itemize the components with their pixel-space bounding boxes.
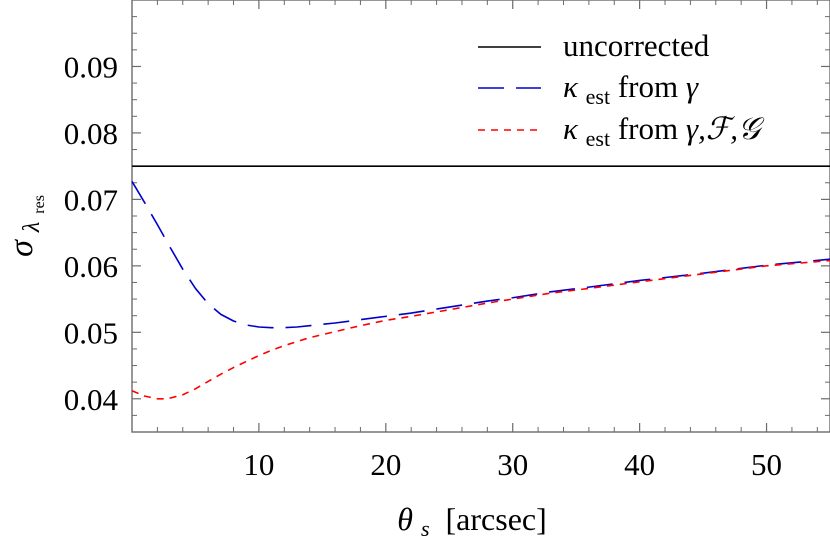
y-tick-group: 0.04 0.05 0.06 0.07 0.08 0.09 — [64, 0, 830, 433]
legend-from-word: from — [618, 69, 686, 104]
legend-gamma-symbol: γ — [686, 69, 699, 104]
plot-frame — [131, 0, 830, 433]
y-axis-label: σ λ res — [3, 195, 48, 257]
x-tick-label: 20 — [370, 447, 401, 482]
x-axis-label: θ s [arcsec] — [397, 501, 547, 539]
legend-label-uncorrected: uncorrected — [563, 28, 710, 63]
series-line-1 — [131, 181, 830, 329]
legend-gamma-f-g-symbols: γ,ℱ,𝒢 — [686, 111, 765, 146]
legend-kappa-symbol: κ — [563, 69, 579, 104]
series-layer — [131, 165, 830, 400]
y-tick-label: 0.09 — [64, 49, 118, 84]
x-tick-label: 50 — [751, 447, 782, 482]
x-tick-label: 30 — [497, 447, 528, 482]
legend: uncorrected κ est from γ κ est from γ,ℱ,… — [478, 28, 765, 153]
series-line-2 — [131, 259, 830, 400]
legend-label-kappa-gamma: κ est from γ — [563, 69, 699, 111]
legend-kappa-subscript: est — [586, 84, 610, 109]
y-tick-label: 0.04 — [64, 382, 119, 417]
legend-kappa-symbol-2: κ — [563, 111, 579, 146]
y-axis-res: res — [31, 195, 48, 214]
y-tick-label: 0.06 — [64, 249, 118, 284]
legend-kappa-subscript-2: est — [586, 126, 610, 151]
y-axis-sigma: σ — [3, 239, 40, 257]
legend-label-kappa-gamma-f-g: κ est from γ,ℱ,𝒢 — [563, 111, 765, 153]
y-tick-label: 0.05 — [64, 315, 118, 350]
y-tick-label: 0.07 — [64, 182, 118, 217]
x-tick-group: 10 20 30 40 50 — [156, 0, 818, 482]
x-axis-theta-subscript: s — [421, 516, 430, 539]
legend-from-word-2: from — [618, 111, 686, 146]
x-axis-unit: [arcsec] — [446, 501, 547, 537]
y-tick-label: 0.08 — [64, 116, 118, 151]
x-tick-label: 10 — [243, 447, 274, 482]
x-tick-label: 40 — [624, 447, 655, 482]
y-axis-lambda: λ — [19, 222, 45, 233]
legend-label-uncorrected-text: uncorrected — [563, 28, 710, 63]
x-axis-theta: θ — [397, 501, 413, 537]
